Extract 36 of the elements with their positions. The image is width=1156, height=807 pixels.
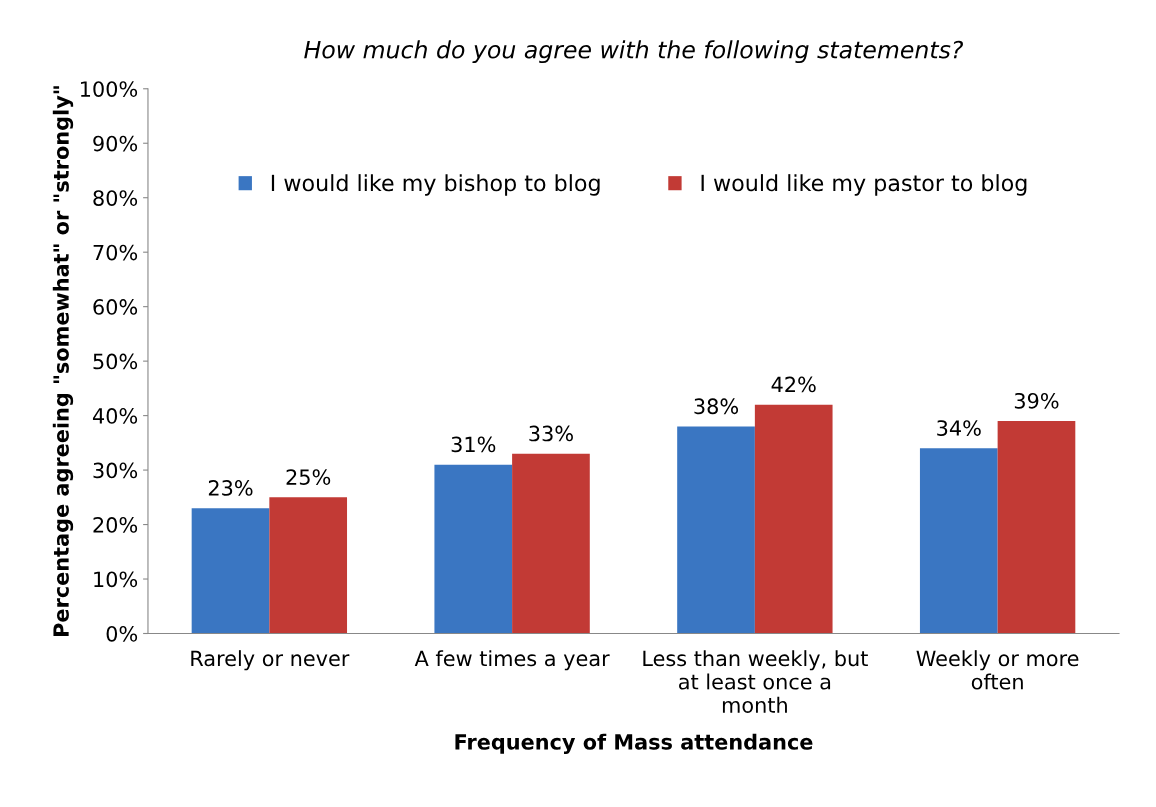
- bar: [191, 508, 270, 634]
- bar: [269, 497, 348, 634]
- y-tick-label: 0%: [106, 625, 138, 642]
- data-label: 42%: [771, 376, 816, 393]
- legend-label: I would like my pastor to blog: [701, 174, 1027, 196]
- data-label: 38%: [694, 398, 739, 415]
- data-label: 34%: [937, 420, 981, 436]
- bar: [434, 464, 513, 634]
- data-label: 31%: [451, 436, 496, 453]
- y-tick-label: 60%: [93, 299, 138, 315]
- chart-title: How much do you agree with the following statements?: [304, 40, 963, 64]
- bar: [997, 421, 1076, 634]
- data-label: 25%: [286, 469, 331, 485]
- y-tick-label: 70%: [93, 244, 138, 261]
- y-tick-label: 50%: [93, 353, 138, 370]
- x-tick-label: Weekly or more often: [916, 650, 1079, 690]
- y-tick-label: 90%: [93, 135, 138, 152]
- data-label: 39%: [1014, 392, 1059, 409]
- bar: [677, 426, 755, 634]
- y-tick-label: 40%: [92, 408, 138, 424]
- y-tick-label: 100%: [80, 81, 138, 97]
- x-tick-label: A few times a year: [414, 650, 610, 671]
- data-label: 33%: [529, 425, 573, 442]
- y-tick-label: 20%: [93, 517, 138, 533]
- x-tick-label: Rarely or never: [191, 650, 350, 671]
- y-tick-label: 10%: [94, 571, 138, 588]
- bar: [919, 448, 998, 634]
- data-label: 23%: [208, 480, 253, 496]
- y-tick-label: 80%: [93, 190, 138, 206]
- y-tick-label: 30%: [93, 462, 138, 479]
- y-axis-title: Percentage agreeing "somewhat" or "strongly": [52, 86, 74, 636]
- legend-label: I would like my bishop to blog: [271, 174, 600, 196]
- x-axis-title: Frequency of Mass attendance: [455, 733, 813, 754]
- bar: [754, 404, 833, 634]
- x-tick-label: Less than weekly, but at least once a month: [643, 650, 868, 713]
- bar: [512, 453, 590, 634]
